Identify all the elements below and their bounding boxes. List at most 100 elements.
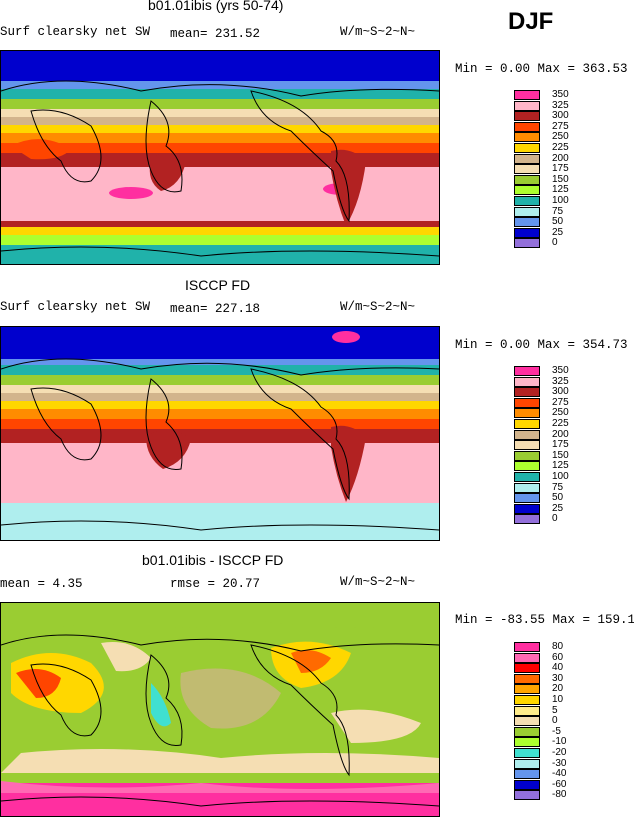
colorbar-swatch [514,238,540,249]
colorbar-swatch [514,164,540,175]
colorbar-swatch [514,652,540,663]
map-difference [0,602,440,817]
colorbar-label: 0 [552,237,558,249]
colorbar-swatch [514,493,540,504]
colorbar-label: 225 [552,142,569,153]
colorbar-swatch [514,642,540,652]
colorbar-label: 200 [552,428,569,440]
colorbar-label: 25 [552,226,564,238]
panel3-units: W/m~S~2~N~ [340,575,416,589]
colorbar-swatch [514,673,540,684]
colorbar-label: 0 [552,715,558,727]
colorbar-swatch [514,174,540,185]
colorbar-swatch [514,482,540,493]
colorbar-label: 5 [552,704,558,716]
colorbar-label: 25 [552,502,564,514]
colorbar-label: 60 [552,651,564,663]
colorbar-label: 125 [552,184,569,196]
colorbar-label: 325 [552,99,569,111]
colorbar-swatch [514,397,540,408]
colorbar-label: 225 [552,418,569,429]
colorbar-label: -30 [552,757,567,769]
map-model-clearsky-sw [0,50,440,265]
colorbar-label: 125 [552,460,569,472]
colorbar-swatch [514,461,540,472]
colorbar-swatch [514,185,540,196]
colorbar-label: 40 [552,662,564,674]
colorbar-swatch [514,705,540,716]
panel3-rmse: rmse = 20.77 [170,577,261,591]
colorbar-label: 10 [552,694,564,705]
colorbar-label: 350 [552,365,569,376]
panel2-title: ISCCP FD [185,277,251,293]
colorbar-swatch [514,472,540,482]
colorbar-swatch [514,121,540,132]
colorbar-label: 175 [552,439,569,451]
colorbar-label: -80 [552,789,567,801]
colorbar-swatch [514,153,540,164]
colorbar-label: -5 [552,725,561,737]
colorbar-label: 300 [552,110,569,122]
colorbar-swatch [514,143,540,153]
colorbar-swatch [514,779,540,790]
colorbar-swatch [514,737,540,748]
map-isccp-clearsky-sw [0,326,440,541]
panel2-minmax: Min = 0.00 Max = 354.73 [455,338,628,352]
colorbar-swatch [514,769,540,780]
colorbar-swatch [514,100,540,111]
colorbar-swatch [514,695,540,705]
colorbar-swatch [514,514,540,525]
colorbar-label: 80 [552,641,564,652]
panel1-units: W/m~S~2~N~ [340,25,416,39]
colorbar-label: 150 [552,449,569,461]
season-label: DJF [508,8,554,35]
colorbar-swatch [514,206,540,217]
colorbar-label: 200 [552,152,569,164]
panel2-units: W/m~S~2~N~ [340,300,416,314]
panel3-title: b01.01ibis - ISCCP FD [142,552,284,568]
colorbar-swatch [514,663,540,674]
colorbar-label: 20 [552,683,564,695]
colorbar-swatch [514,758,540,769]
colorbar-label: 300 [552,386,569,398]
colorbar-label: 275 [552,120,569,132]
colorbar-label: 250 [552,131,569,143]
colorbar-label: 50 [552,216,564,228]
colorbar-swatch [514,376,540,387]
colorbar-swatch [514,408,540,419]
panel3-minmax: Min = -83.55 Max = 159.14 [455,613,634,627]
colorbar-label: 275 [552,396,569,408]
panel1-variable: Surf clearsky net SW [0,25,151,39]
colorbar-label: 150 [552,173,569,185]
colorbar-swatch [514,684,540,695]
panel2-mean: mean= 227.18 [170,302,261,316]
colorbar-label: 250 [552,407,569,419]
colorbar-label: -60 [552,778,567,790]
colorbar-swatch [514,90,540,100]
panel1-mean: mean= 231.52 [170,27,261,41]
colorbar-label: 100 [552,471,569,482]
colorbar-swatch [514,419,540,429]
colorbar-label: 50 [552,492,564,504]
colorbar-label: 30 [552,672,564,684]
colorbar-label: 325 [552,375,569,387]
colorbar-swatch [514,111,540,122]
colorbar-label: 75 [552,205,564,217]
panel2-variable: Surf clearsky net SW [0,300,151,314]
colorbar-swatch [514,503,540,514]
colorbar-label: -20 [552,747,567,758]
colorbar-swatch [514,132,540,143]
colorbar-swatch [514,227,540,238]
colorbar-label: -40 [552,768,567,780]
panel1-title: b01.01ibis (yrs 50-74) [148,0,284,13]
colorbar-swatch [514,748,540,758]
colorbar-swatch [514,217,540,228]
colorbar-swatch [514,387,540,398]
colorbar-label: 100 [552,195,569,206]
colorbar-swatch [514,450,540,461]
colorbar-swatch [514,790,540,801]
colorbar-swatch [514,196,540,206]
colorbar-swatch [514,366,540,376]
colorbar-label: 350 [552,89,569,100]
colorbar-swatch [514,716,540,727]
